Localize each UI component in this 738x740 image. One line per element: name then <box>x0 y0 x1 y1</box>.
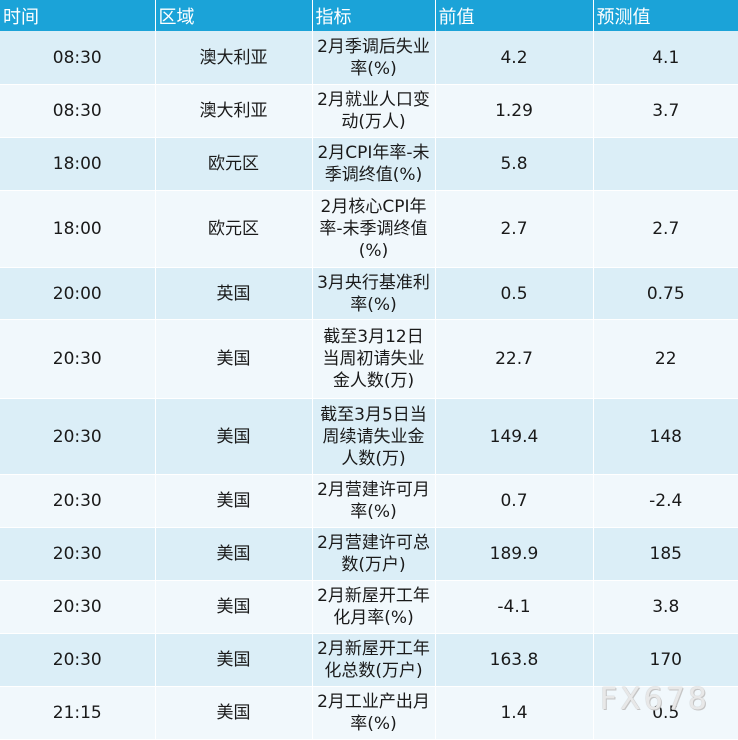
cell-time: 20:30 <box>0 398 156 475</box>
cell-time: 20:00 <box>0 267 156 320</box>
cell-forecast: 185 <box>593 527 738 581</box>
cell-indicator: 2月季调后失业率(%) <box>312 31 436 85</box>
table-row: 20:30 美国 2月新屋开工年化总数(万户) 163.8 170 <box>0 633 738 687</box>
cell-forecast: 170 <box>593 633 738 687</box>
cell-region: 欧元区 <box>155 190 313 268</box>
header-indicator[interactable]: 指标 <box>312 0 436 31</box>
header-forecast[interactable]: 预测值 <box>593 0 738 31</box>
cell-region: 美国 <box>155 398 313 475</box>
cell-region: 美国 <box>155 633 313 687</box>
header-region[interactable]: 区域 <box>155 0 313 31</box>
cell-indicator: 2月新屋开工年化总数(万户) <box>312 633 436 687</box>
cell-previous: 0.7 <box>435 474 594 528</box>
cell-forecast: 0.75 <box>593 267 738 320</box>
cell-forecast: 3.8 <box>593 580 738 634</box>
cell-time: 18:00 <box>0 137 156 191</box>
header-row: 时间 区域 指标 前值 预测值 <box>0 0 738 31</box>
cell-indicator: 2月CPI年率-未季调终值(%) <box>312 137 436 191</box>
cell-region: 澳大利亚 <box>155 84 313 138</box>
cell-previous: 22.7 <box>435 319 594 399</box>
header-previous[interactable]: 前值 <box>435 0 594 31</box>
cell-forecast: -2.4 <box>593 474 738 528</box>
cell-previous: 163.8 <box>435 633 594 687</box>
table-row: 21:15 美国 2月工业产出月率(%) 1.4 0.5 <box>0 686 738 740</box>
cell-indicator: 2月工业产出月率(%) <box>312 686 436 740</box>
cell-time: 20:30 <box>0 633 156 687</box>
cell-indicator: 2月营建许可月率(%) <box>312 474 436 528</box>
cell-forecast: 3.7 <box>593 84 738 138</box>
cell-forecast: 4.1 <box>593 31 738 85</box>
cell-previous: 4.2 <box>435 31 594 85</box>
table-row: 18:00 欧元区 2月CPI年率-未季调终值(%) 5.8 <box>0 137 738 191</box>
cell-indicator: 截至3月12日当周初请失业金人数(万) <box>312 319 436 399</box>
cell-time: 21:15 <box>0 686 156 740</box>
cell-time: 08:30 <box>0 84 156 138</box>
cell-previous: 0.5 <box>435 267 594 320</box>
cell-previous: -4.1 <box>435 580 594 634</box>
cell-time: 20:30 <box>0 527 156 581</box>
cell-time: 18:00 <box>0 190 156 268</box>
cell-region: 澳大利亚 <box>155 31 313 85</box>
cell-region: 美国 <box>155 527 313 581</box>
cell-region: 美国 <box>155 686 313 740</box>
cell-region: 欧元区 <box>155 137 313 191</box>
cell-region: 美国 <box>155 580 313 634</box>
cell-region: 美国 <box>155 319 313 399</box>
table-row: 20:30 美国 截至3月5日当周续请失业金人数(万) 149.4 148 <box>0 398 738 475</box>
cell-indicator: 3月央行基准利率(%) <box>312 267 436 320</box>
cell-indicator: 截至3月5日当周续请失业金人数(万) <box>312 398 436 475</box>
table-row: 20:00 英国 3月央行基准利率(%) 0.5 0.75 <box>0 267 738 320</box>
cell-previous: 5.8 <box>435 137 594 191</box>
cell-region: 美国 <box>155 474 313 528</box>
cell-time: 08:30 <box>0 31 156 85</box>
cell-forecast: 0.5 <box>593 686 738 740</box>
table-row: 08:30 澳大利亚 2月就业人口变动(万人) 1.29 3.7 <box>0 84 738 138</box>
cell-previous: 149.4 <box>435 398 594 475</box>
cell-previous: 189.9 <box>435 527 594 581</box>
cell-time: 20:30 <box>0 319 156 399</box>
table-row: 08:30 澳大利亚 2月季调后失业率(%) 4.2 4.1 <box>0 31 738 85</box>
cell-time: 20:30 <box>0 580 156 634</box>
table-row: 20:30 美国 2月营建许可总数(万户) 189.9 185 <box>0 527 738 581</box>
cell-forecast: 148 <box>593 398 738 475</box>
cell-previous: 1.29 <box>435 84 594 138</box>
cell-time: 20:30 <box>0 474 156 528</box>
cell-previous: 1.4 <box>435 686 594 740</box>
cell-indicator: 2月就业人口变动(万人) <box>312 84 436 138</box>
cell-previous: 2.7 <box>435 190 594 268</box>
cell-region: 英国 <box>155 267 313 320</box>
header-time[interactable]: 时间 <box>0 0 156 31</box>
cell-forecast: 2.7 <box>593 190 738 268</box>
table-row: 20:30 美国 截至3月12日当周初请失业金人数(万) 22.7 22 <box>0 319 738 399</box>
cell-forecast: 22 <box>593 319 738 399</box>
cell-forecast <box>593 137 738 191</box>
cell-indicator: 2月新屋开工年化月率(%) <box>312 580 436 634</box>
cell-indicator: 2月营建许可总数(万户) <box>312 527 436 581</box>
cell-indicator: 2月核心CPI年率-未季调终值(%) <box>312 190 436 268</box>
table-row: 20:30 美国 2月新屋开工年化月率(%) -4.1 3.8 <box>0 580 738 634</box>
table-row: 20:30 美国 2月营建许可月率(%) 0.7 -2.4 <box>0 474 738 528</box>
table-row: 18:00 欧元区 2月核心CPI年率-未季调终值(%) 2.7 2.7 <box>0 190 738 268</box>
